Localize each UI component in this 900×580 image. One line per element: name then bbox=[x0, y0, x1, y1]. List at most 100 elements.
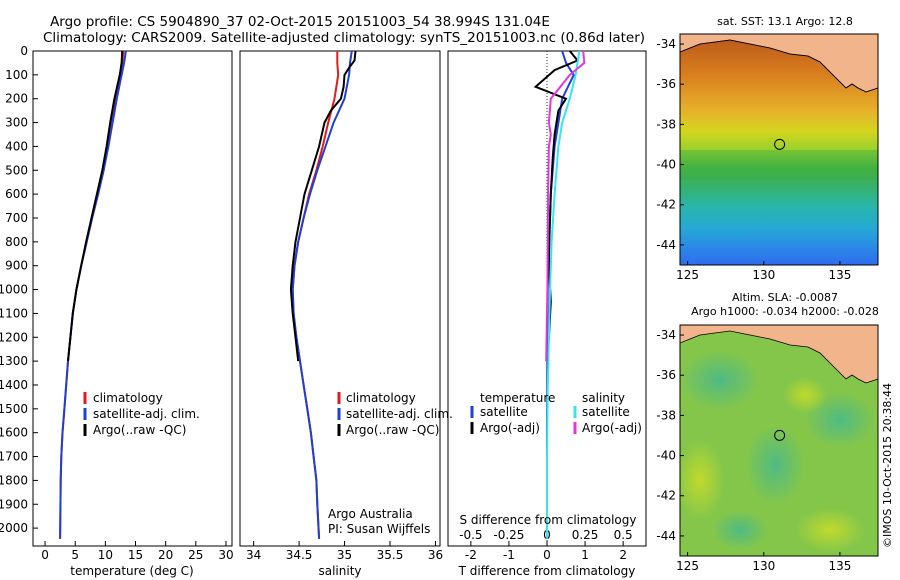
sst-coastline bbox=[680, 39, 878, 93]
salinity-legend: climatology satellite-adj. clim. Argo(..… bbox=[337, 391, 453, 437]
map-y-tick-label: -36 bbox=[656, 368, 676, 382]
map-x-tick-label: 130 bbox=[752, 559, 775, 573]
temperature-x-label: temperature (deg C) bbox=[70, 564, 193, 578]
legend-temperature-title: temperature bbox=[480, 391, 555, 405]
map-y-tick-label: -34 bbox=[656, 328, 676, 342]
sla-anomaly bbox=[745, 425, 805, 505]
x-tick-label: 20 bbox=[158, 548, 173, 562]
sla-anomaly bbox=[805, 392, 875, 448]
sla-map-axes: 125 130 135 -34 -36 -38 -40 -42 -44 bbox=[656, 328, 851, 573]
map-y-tick-label: -40 bbox=[656, 158, 676, 172]
depth-tick-label: 900 bbox=[5, 259, 28, 273]
sst-map-title: sat. SST: 13.1 Argo: 12.8 bbox=[717, 15, 853, 28]
depth-tick-label: 1000 bbox=[0, 283, 28, 297]
depth-tick-label: 1200 bbox=[0, 330, 28, 344]
legend-argo-label: Argo(..raw -QC) bbox=[346, 423, 439, 437]
map-x-tick-label: 135 bbox=[828, 559, 851, 573]
legend-climatology-label: climatology bbox=[93, 391, 163, 405]
x-tick-label: 0 bbox=[41, 548, 49, 562]
s-difference-label: S difference from climatology bbox=[460, 513, 637, 527]
x-tick-label: -1 bbox=[503, 548, 515, 562]
temperature-x-axis: 0 5 10 15 20 25 30 bbox=[41, 541, 234, 562]
map-x-tick-label: 125 bbox=[676, 268, 699, 282]
sla-anomaly bbox=[680, 440, 725, 520]
salinity-series bbox=[289, 50, 357, 539]
copyright-credit: ©IMOS 10-Oct-2015 20:38:44 bbox=[881, 383, 894, 548]
x-tick-label: 36 bbox=[428, 548, 443, 562]
x-tick-label: 5 bbox=[71, 548, 79, 562]
x-tick-label: 0 bbox=[543, 548, 551, 562]
series-line bbox=[291, 50, 353, 539]
series-line bbox=[59, 50, 127, 539]
series-line bbox=[59, 50, 125, 539]
depth-tick-label: 600 bbox=[5, 187, 28, 201]
depth-tick-label: 500 bbox=[5, 163, 28, 177]
depth-tick-label: 1100 bbox=[0, 306, 28, 320]
difference-series bbox=[533, 50, 586, 539]
legend-salinity-title: salinity bbox=[582, 391, 625, 405]
depth-tick-label: 1700 bbox=[0, 450, 28, 464]
sst-map-panel: sat. SST: 13.1 Argo: 12.8 125 130 135 -34 -3… bbox=[656, 15, 879, 282]
legend-sal-argo-label: Argo(-adj) bbox=[582, 421, 642, 435]
x-tick-label: 15 bbox=[128, 548, 143, 562]
figure-title-line2: Climatology: CARS2009. Satellite-adjuste… bbox=[43, 30, 645, 46]
x-tick-label: 1 bbox=[581, 548, 589, 562]
temperature-legend: climatology satellite-adj. clim. Argo(..… bbox=[83, 391, 200, 437]
sla-anomaly bbox=[795, 508, 865, 552]
sla-anomaly bbox=[680, 350, 760, 410]
argo-float-marker bbox=[774, 138, 786, 150]
sst-speckle bbox=[680, 150, 878, 180]
depth-tick-label: 800 bbox=[5, 235, 28, 249]
sla-map-frame bbox=[679, 324, 879, 557]
s-tick-label: -0.5 bbox=[459, 528, 482, 542]
salinity-x-label: salinity bbox=[318, 564, 361, 578]
map-y-tick-label: -38 bbox=[656, 408, 676, 422]
map-y-tick-label: -38 bbox=[656, 117, 676, 131]
series-line bbox=[289, 50, 357, 362]
depth-tick-label: 0 bbox=[20, 44, 28, 58]
depth-tick-label: 1500 bbox=[0, 402, 28, 416]
salinity-x-axis: 34 34.5 35 35.5 36 bbox=[246, 541, 443, 562]
sla-coastline-land bbox=[680, 325, 878, 384]
map-y-tick-label: -40 bbox=[656, 449, 676, 463]
map-y-tick-label: -42 bbox=[656, 198, 676, 212]
depth-tick-label: 300 bbox=[5, 116, 28, 130]
temperature-axes-box bbox=[32, 50, 233, 547]
sla-anomaly bbox=[712, 510, 768, 550]
legend-temp-argo-label: Argo(-adj) bbox=[480, 421, 540, 435]
attribution-line2: PI: Susan Wijffels bbox=[328, 522, 430, 536]
legend-sal-satellite-label: satellite bbox=[582, 405, 630, 419]
depth-axis: 0 100 200 300 400 500 600 700 800 900 1000 1100 1200… bbox=[0, 44, 38, 535]
salinity-panel: 34 34.5 35 35.5 36 salinity climatology sate… bbox=[239, 50, 453, 578]
series-line bbox=[546, 50, 581, 539]
sla-map-title-line2: Argo h1000: -0.034 h2000: -0.028 bbox=[691, 305, 879, 318]
depth-tick-label: 200 bbox=[5, 92, 28, 106]
temperature-series bbox=[59, 50, 127, 539]
x-tick-label: 34.5 bbox=[286, 548, 313, 562]
x-tick-label: -2 bbox=[465, 548, 477, 562]
temperature-panel: 0100200300400500600700800900100011001200… bbox=[0, 44, 234, 578]
x-tick-label: 25 bbox=[188, 548, 203, 562]
x-tick-label: 30 bbox=[218, 548, 233, 562]
figure-title-line1: Argo profile: CS 5904890_37 02-Oct-2015 … bbox=[50, 14, 550, 30]
x-tick-label: 35 bbox=[337, 548, 352, 562]
x-tick-label: 2 bbox=[619, 548, 627, 562]
depth-tick-label: 100 bbox=[5, 68, 28, 82]
s-tick-label: 0.5 bbox=[614, 528, 633, 542]
difference-x-axis: -2 -1 0 1 2-0.5 -0.25 0 0.25 0.5 bbox=[459, 528, 633, 562]
sst-map-frame bbox=[679, 33, 879, 266]
argo-float-marker bbox=[774, 429, 786, 441]
map-x-tick-label: 135 bbox=[828, 268, 851, 282]
map-y-tick-label: -44 bbox=[656, 238, 676, 252]
legend-argo-label: Argo(..raw -QC) bbox=[93, 423, 186, 437]
x-tick-label: 35.5 bbox=[377, 548, 404, 562]
s-tick-label: -0.25 bbox=[493, 528, 524, 542]
map-y-tick-label: -42 bbox=[656, 489, 676, 503]
sla-anomaly bbox=[783, 377, 827, 413]
map-y-tick-label: -36 bbox=[656, 77, 676, 91]
s-tick-label: 0.25 bbox=[572, 528, 599, 542]
x-tick-label: 10 bbox=[98, 548, 113, 562]
difference-legend: temperature satellite Argo(-adj) salinit… bbox=[470, 391, 642, 435]
t-difference-x-label: T difference from climatology bbox=[458, 564, 636, 578]
